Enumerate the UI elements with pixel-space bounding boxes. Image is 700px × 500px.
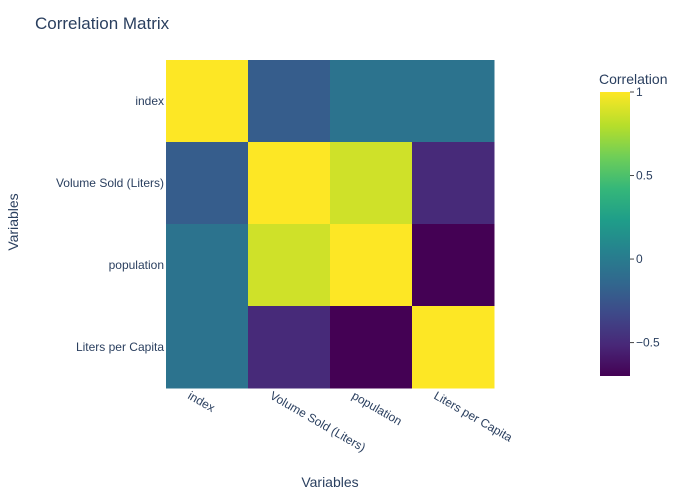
heatmap-cell bbox=[248, 142, 331, 225]
heatmap-cells bbox=[166, 60, 495, 389]
y-axis-title: Variables bbox=[5, 193, 21, 250]
y-tick-labels: index Volume Sold (Liters) population Liter… bbox=[56, 94, 164, 354]
colorbar-tick-label: 0 bbox=[636, 252, 643, 266]
heatmap-cell bbox=[248, 60, 331, 143]
heatmap-cell bbox=[330, 142, 413, 225]
x-tick-label: Liters per Capita bbox=[432, 388, 516, 444]
x-axis-title: Variables bbox=[301, 474, 358, 490]
y-tick-label: Volume Sold (Liters) bbox=[56, 176, 164, 190]
heatmap-cell bbox=[412, 224, 495, 307]
colorbar-title: Correlation bbox=[599, 71, 667, 87]
heatmap-cell bbox=[330, 60, 413, 143]
heatmap-cell bbox=[166, 306, 249, 389]
heatmap-cell bbox=[248, 306, 331, 389]
colorbar-tick-label: 0.5 bbox=[636, 169, 653, 183]
colorbar-ticks: 1 0.5 0 −0.5 bbox=[630, 85, 660, 350]
heatmap-cell bbox=[412, 60, 495, 143]
heatmap-cell bbox=[412, 142, 495, 225]
colorbar-tick-label: 1 bbox=[636, 85, 643, 99]
x-tick-label: population bbox=[350, 388, 405, 428]
heatmap-cell bbox=[166, 142, 249, 225]
heatmap-cell bbox=[166, 60, 249, 143]
chart-title: Correlation Matrix bbox=[35, 14, 170, 33]
heatmap-cell bbox=[166, 224, 249, 307]
heatmap-cell bbox=[330, 306, 413, 389]
colorbar-gradient bbox=[600, 92, 630, 376]
y-tick-label: Liters per Capita bbox=[76, 340, 164, 354]
x-tick-label: index bbox=[186, 388, 218, 414]
heatmap-cell bbox=[412, 306, 495, 389]
colorbar-tick-label: −0.5 bbox=[636, 336, 660, 350]
x-tick-labels: index Volume Sold (Liters)population Liter… bbox=[186, 388, 516, 454]
colorbar: Correlation 1 0.5 0 −0.5 bbox=[599, 71, 667, 376]
y-tick-label: index bbox=[135, 94, 164, 108]
y-tick-label: population bbox=[109, 258, 164, 272]
heatmap-cell bbox=[330, 224, 413, 307]
heatmap-cell bbox=[248, 224, 331, 307]
